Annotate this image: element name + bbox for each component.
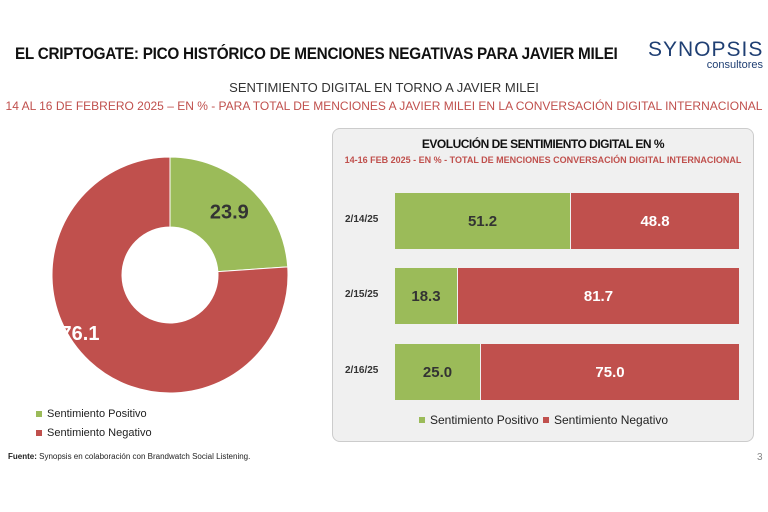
legend-label: Sentimiento Negativo	[554, 413, 669, 427]
slide-title: EL CRIPTOGATE: PICO HISTÓRICO DE MENCION…	[15, 44, 618, 63]
legend-label: Sentimiento Positivo	[47, 408, 147, 420]
donut-data-label: 23.9	[210, 201, 249, 223]
legend-swatch-negative	[36, 430, 42, 436]
category-label: 2/15/25	[345, 289, 379, 300]
bar-segment-negative: 48.8	[571, 193, 739, 249]
source-text: Synopsis en colaboración con Brandwatch …	[36, 452, 251, 461]
legend-label: Sentimiento Positivo	[430, 413, 539, 427]
legend-label: Sentimiento Negativo	[47, 427, 152, 439]
donut-slice-positive	[169, 156, 289, 273]
chart-subtitle-detail: 14 AL 16 DE FEBRERO 2025 – EN % - PARA T…	[5, 99, 763, 113]
synopsis-logo: SYNOPSIS consultores	[648, 38, 763, 71]
logo-text: SYNOPSIS	[648, 38, 764, 61]
bar-segment-positive: 18.3	[395, 268, 457, 324]
bar-chart-subtitle: 14-16 FEB 2025 - EN % - TOTAL DE MENCION…	[344, 155, 742, 165]
evolution-chart-panel: EVOLUCIÓN DE SENTIMIENTO DIGITAL EN % 14…	[332, 128, 754, 442]
legend-positive: Sentimiento Positivo	[36, 408, 147, 420]
legend-negative: Sentimiento Negativo	[36, 427, 152, 439]
bar-segment-positive: 51.2	[395, 193, 571, 249]
bar-segment-negative: 75.0	[481, 344, 739, 400]
donut-chart: 23.9 76.1	[51, 156, 289, 394]
chart-subtitle: SENTIMIENTO DIGITAL EN TORNO A JAVIER MI…	[229, 80, 539, 95]
category-label: 2/16/25	[345, 365, 379, 376]
bar-chart-title: EVOLUCIÓN DE SENTIMIENTO DIGITAL EN %	[421, 137, 665, 151]
donut-data-label: 76.1	[61, 323, 100, 345]
legend-swatch-positive	[419, 417, 425, 423]
bar-legend-positive: Sentimiento Positivo	[419, 413, 539, 427]
bar-segment-positive: 25.0	[395, 344, 480, 400]
legend-swatch-negative	[543, 417, 549, 423]
legend-swatch-positive	[36, 411, 42, 417]
logo-subtext: consultores	[706, 59, 763, 71]
page-number: 3	[757, 452, 763, 463]
category-label: 2/14/25	[345, 214, 379, 225]
source-note: Fuente: Synopsis en colaboración con Bra…	[8, 452, 250, 461]
bar-segment-negative: 81.7	[457, 268, 739, 324]
source-label: Fuente:	[8, 452, 37, 461]
donut-slice-negative	[51, 156, 289, 394]
bar-legend-negative: Sentimiento Negativo	[543, 413, 668, 427]
